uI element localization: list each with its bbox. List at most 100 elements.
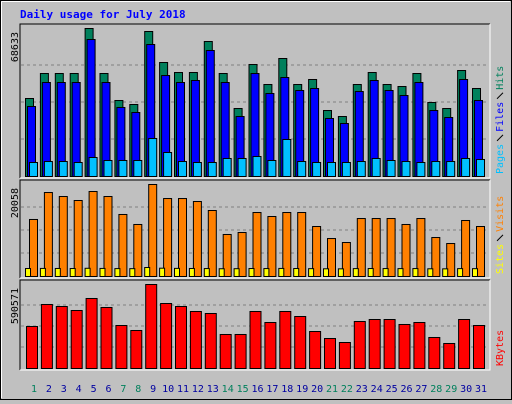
x-tick-label: 20 [311,384,323,395]
bar [282,212,292,277]
bar [386,159,396,177]
bar [237,157,247,177]
x-tick-label: 29 [445,384,457,395]
bar [55,305,68,369]
bar [130,329,143,370]
bar [382,268,389,277]
bar [29,218,38,277]
bar [222,233,232,277]
bar [234,333,247,369]
x-tick-label: 8 [135,384,141,395]
bar [431,237,441,277]
bar [282,138,292,178]
bar [473,325,485,369]
bar [192,201,202,277]
legend-label: Sites [495,244,506,274]
bar [323,268,329,277]
x-tick-label: 12 [192,384,204,395]
chart-title: Daily usage for July 2018 [20,8,186,21]
bar [73,162,83,178]
bar [218,268,225,277]
bar [43,192,53,277]
x-tick-label: 26 [400,384,412,395]
bevel [20,24,491,179]
bar [43,161,53,178]
x-tick-label: 23 [356,384,368,395]
bar [341,162,351,178]
bar [25,268,31,277]
x-tick-label: 21 [326,384,338,395]
bar [431,161,441,178]
bar [416,218,426,277]
y-tick-label: 20058 [10,188,21,218]
bar [29,162,38,178]
bar [267,159,277,177]
bar [267,216,277,277]
bar [237,232,247,278]
x-tick-label: 31 [475,384,487,395]
bar [398,323,411,370]
bar [88,157,98,177]
bar [324,338,336,370]
legend-separator [496,134,504,142]
bar [129,268,136,277]
bar [293,268,300,277]
bar [446,243,456,277]
bar [312,162,322,178]
bar [397,268,404,277]
bar [278,267,285,277]
bar [219,333,232,369]
bar [133,223,143,277]
bar [446,161,456,178]
bar [416,162,426,178]
bar [178,198,187,277]
x-tick-label: 30 [460,384,472,395]
x-tick-label: 13 [207,384,219,395]
bar [54,267,61,277]
bar [263,268,270,277]
bar [222,157,232,177]
bar [356,161,366,178]
bar [73,199,83,277]
bar [145,284,158,369]
bar [86,39,96,178]
bar [118,159,128,177]
bar [148,138,158,178]
bar [207,209,217,277]
bar [443,342,456,370]
bar [70,309,83,369]
bar [252,212,262,277]
y-tick-label: 68633 [10,32,21,62]
bar [308,268,315,277]
bar [386,218,396,277]
bar [413,322,426,369]
bar [327,238,336,278]
x-tick-label: 9 [150,384,156,395]
bar [114,268,121,277]
bar [174,267,180,277]
bar [476,226,485,278]
bar [58,196,68,277]
bar [133,159,143,177]
bar [356,218,366,277]
bar [99,267,106,277]
legend-label: KBytes [495,330,506,366]
bar [352,268,359,277]
x-tick-label: 16 [251,384,263,395]
bar [457,268,464,277]
bar [103,159,113,177]
bar [327,162,336,178]
bar [188,267,195,277]
y-tick-label: 590571 [10,288,21,324]
bar [163,151,173,177]
bar [368,318,381,370]
x-tick-label: 24 [371,384,383,395]
bar [461,157,471,177]
bar [252,156,262,177]
bar [39,267,46,277]
x-tick-label: 25 [386,384,398,395]
bar [40,303,53,369]
bevel [19,279,490,370]
bar [458,318,471,370]
legend-label: Files [495,102,506,132]
